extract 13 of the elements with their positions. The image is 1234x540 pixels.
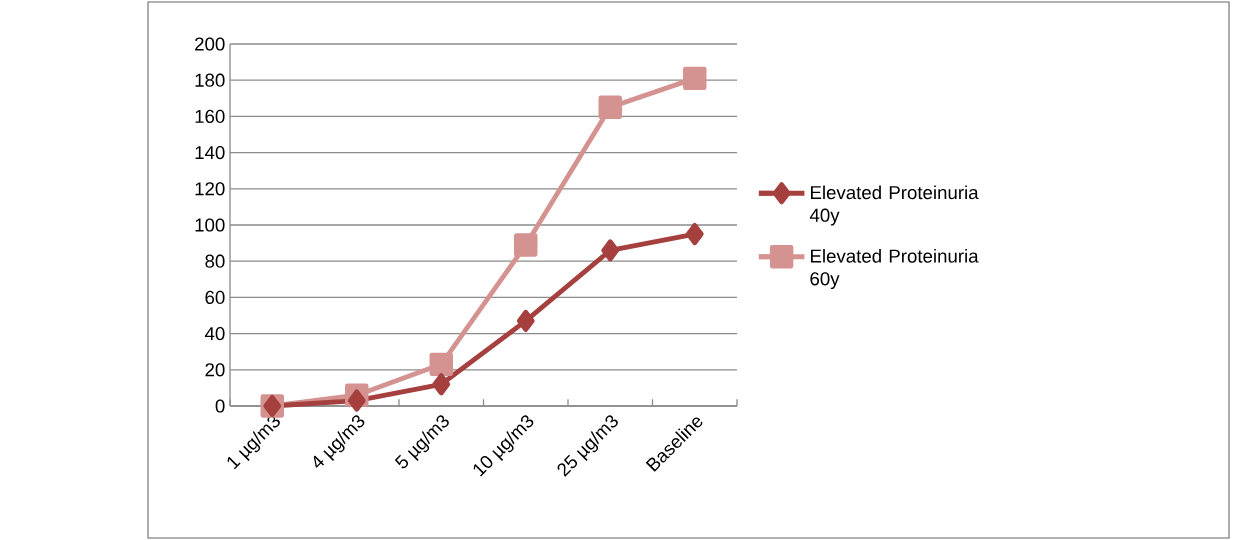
y-tick-label: 80: [205, 254, 225, 268]
y-tick-label: 0: [215, 399, 225, 413]
y-tick-label: 60: [205, 290, 225, 305]
y-tick-label: 40: [204, 326, 225, 341]
y-tick-label: 20: [205, 363, 225, 377]
y-tick-label: 200: [195, 37, 225, 51]
legend-label: Elevated Proteinuria 40y: [809, 185, 979, 226]
y-tick-label: 140: [195, 145, 225, 160]
legend-label: Elevated Proteinuria 60y: [810, 249, 979, 290]
y-tick-label: 100: [195, 218, 225, 232]
y-tick-label: 160: [195, 109, 225, 124]
y-tick-label: 120: [195, 182, 225, 196]
y-tick-label: 180: [195, 73, 225, 87]
